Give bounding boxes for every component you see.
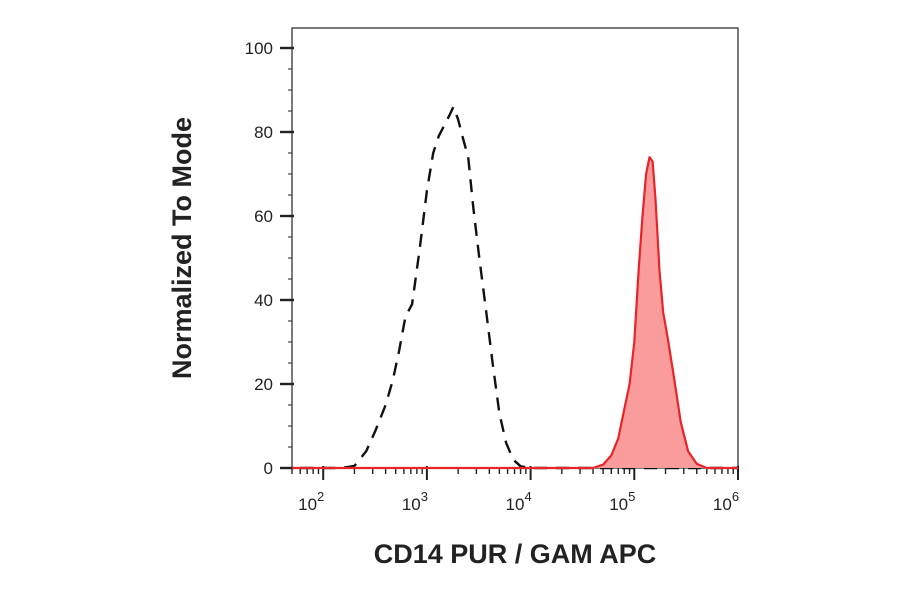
x-tick-exponent: 2	[317, 489, 324, 504]
x-tick-label: 104	[506, 489, 532, 514]
series-dashed-line	[300, 105, 738, 470]
x-tick-label: 102	[298, 489, 324, 514]
series-outline	[292, 156, 738, 470]
x-tick-base: 10	[713, 495, 732, 514]
y-tick-label: 0	[264, 459, 273, 478]
x-axis-title: CD14 PUR / GAM APC	[374, 539, 657, 569]
series-layer	[292, 105, 738, 470]
y-tick-label: 100	[245, 39, 273, 58]
y-tick-label: 80	[254, 123, 273, 142]
x-tick-label: 103	[402, 489, 428, 514]
x-tick-label: 106	[713, 489, 739, 514]
y-tick-label: 20	[254, 375, 273, 394]
series-fill-area	[292, 157, 738, 468]
x-tick-label: 105	[609, 489, 635, 514]
x-axis: 102 103 104 105 106	[291, 466, 739, 514]
x-tick-base: 10	[506, 495, 525, 514]
x-tick-exponent: 3	[421, 489, 428, 504]
y-tick-label: 40	[254, 291, 273, 310]
x-tick-base: 10	[402, 495, 421, 514]
x-tick-exponent: 5	[628, 489, 635, 504]
y-axis-title: Normalized To Mode	[167, 117, 197, 379]
x-tick-base: 10	[298, 495, 317, 514]
y-axis: 0 20 40 60 80 100	[245, 39, 294, 478]
x-tick-exponent: 4	[524, 489, 531, 504]
x-tick-base: 10	[609, 495, 628, 514]
y-tick-label: 60	[254, 207, 273, 226]
x-tick-exponent: 6	[732, 489, 739, 504]
